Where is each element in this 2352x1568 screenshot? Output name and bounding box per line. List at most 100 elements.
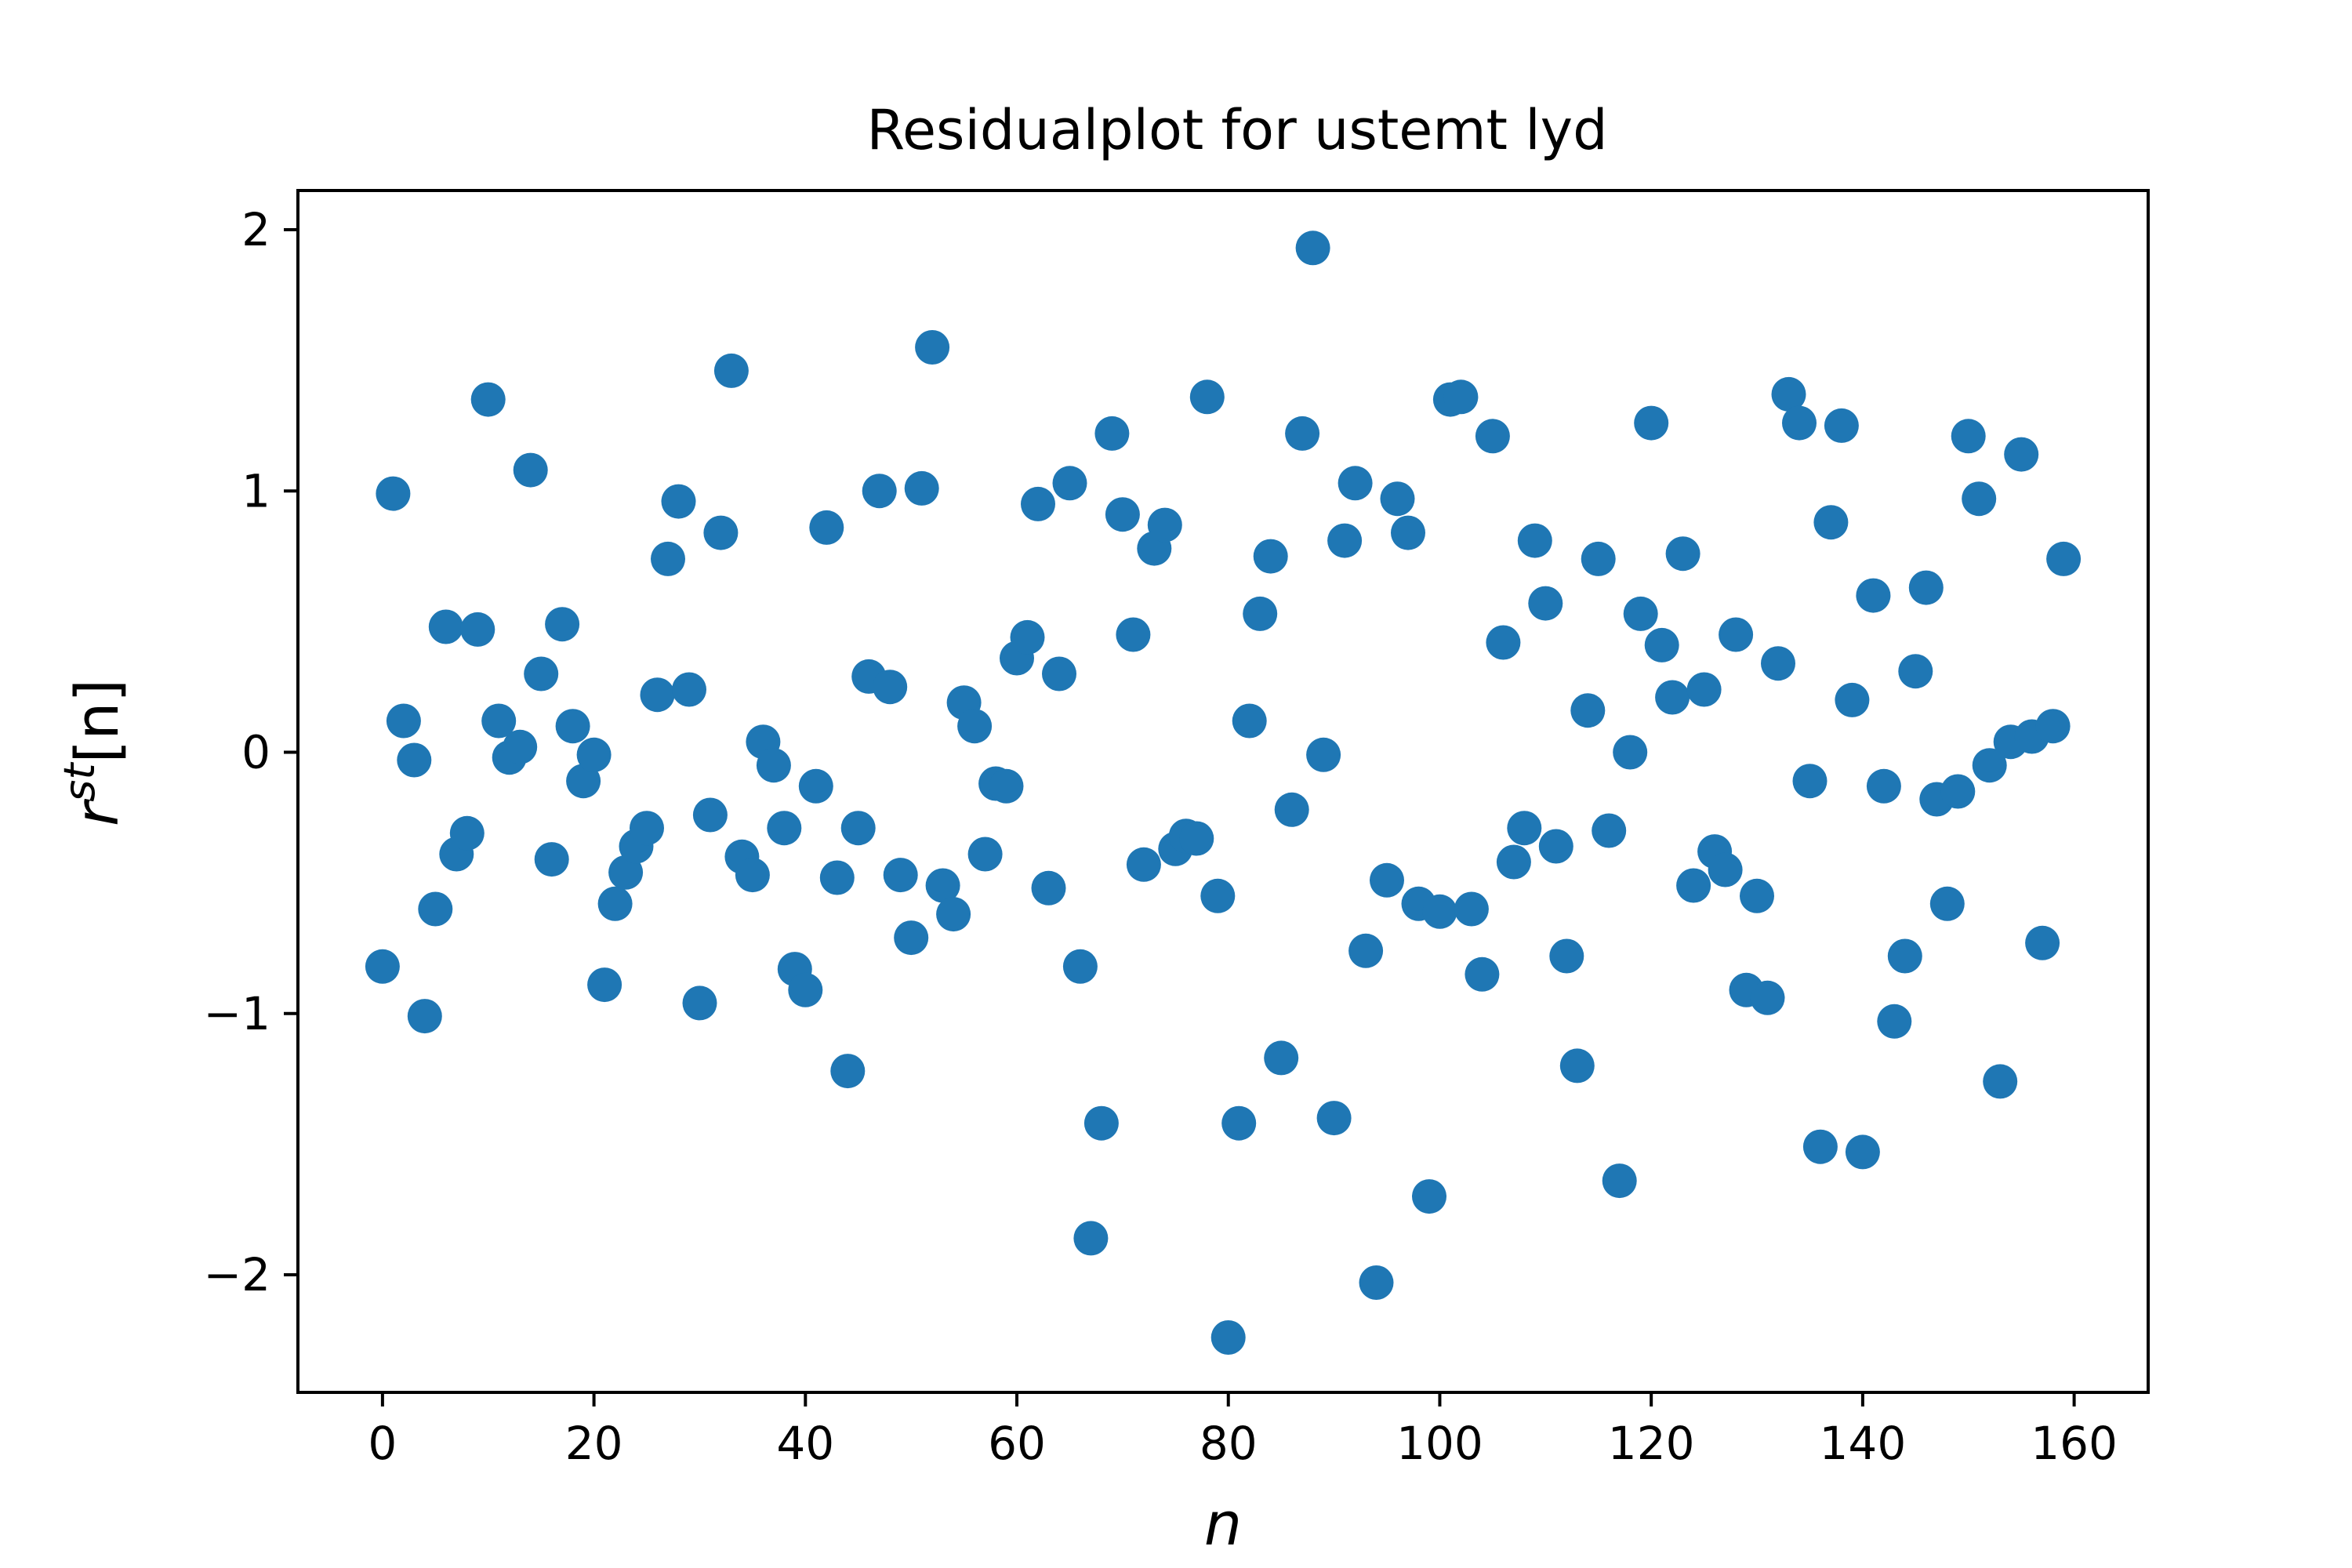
data-point xyxy=(1824,408,1859,443)
data-point xyxy=(1623,596,1658,631)
data-point xyxy=(1962,481,1997,517)
data-point xyxy=(534,842,569,877)
data-point xyxy=(1316,1101,1352,1136)
data-point xyxy=(1740,878,1774,913)
data-point xyxy=(640,677,675,713)
data-point xyxy=(1792,764,1828,799)
data-point xyxy=(1761,646,1795,681)
data-point xyxy=(1496,844,1531,880)
data-point xyxy=(428,609,463,644)
data-point xyxy=(1602,1163,1637,1199)
data-point xyxy=(1866,768,1901,804)
data-point xyxy=(1370,862,1404,898)
data-point xyxy=(1285,416,1320,451)
data-point xyxy=(1802,1129,1838,1164)
data-point xyxy=(1686,672,1722,707)
y-axis-label-superscript: st xyxy=(55,762,104,802)
data-point xyxy=(587,967,622,1003)
data-point xyxy=(1845,1134,1880,1170)
data-point xyxy=(1898,654,1933,689)
data-point xyxy=(1592,813,1627,848)
data-point xyxy=(376,476,411,511)
data-point xyxy=(1549,938,1584,974)
data-point xyxy=(925,868,960,903)
data-point xyxy=(1507,811,1542,846)
data-point xyxy=(692,797,728,833)
data-point xyxy=(1570,693,1606,728)
data-point xyxy=(1813,505,1849,540)
data-point xyxy=(1348,933,1384,968)
data-point xyxy=(1835,682,1870,717)
data-point xyxy=(449,815,485,851)
chart-title: Residualplot for ustemt lyd xyxy=(866,98,1607,162)
data-point xyxy=(830,1054,866,1089)
x-tick-label: 80 xyxy=(1200,1417,1258,1470)
data-point xyxy=(386,703,421,739)
data-point xyxy=(703,515,739,550)
y-tick-label: 1 xyxy=(241,464,270,517)
data-point xyxy=(1771,376,1806,412)
data-point xyxy=(1750,980,1785,1015)
x-tick-label: 100 xyxy=(1396,1417,1483,1470)
data-point xyxy=(1021,486,1055,521)
x-tick-label: 60 xyxy=(988,1417,1046,1470)
data-point xyxy=(809,510,844,545)
data-point xyxy=(904,470,939,506)
data-point xyxy=(1052,466,1087,501)
data-point xyxy=(1274,792,1309,827)
data-point xyxy=(397,742,432,778)
data-point xyxy=(470,382,506,417)
data-point xyxy=(1380,481,1415,517)
data-point xyxy=(1655,680,1690,715)
data-point xyxy=(1908,570,1944,605)
data-point xyxy=(1042,656,1076,691)
data-point xyxy=(883,858,918,893)
data-point xyxy=(1951,419,1986,454)
data-point xyxy=(2025,925,2060,960)
data-point xyxy=(989,768,1024,804)
data-point xyxy=(735,858,770,893)
data-point xyxy=(1940,774,1976,809)
data-point xyxy=(1327,523,1363,558)
data-point xyxy=(1338,466,1373,501)
data-point xyxy=(576,737,612,772)
data-point xyxy=(1295,230,1330,266)
data-point xyxy=(2035,709,2071,744)
y-axis-label-bracket: [n] xyxy=(62,679,132,763)
data-point xyxy=(1031,870,1066,906)
y-axis-label: rst[n] xyxy=(55,679,132,826)
data-point xyxy=(894,920,929,956)
data-point xyxy=(1359,1265,1394,1300)
data-point xyxy=(1200,878,1236,913)
data-point xyxy=(1486,625,1521,660)
data-point xyxy=(1443,379,1479,415)
data-point xyxy=(1422,894,1457,929)
data-point xyxy=(1465,956,1500,992)
data-point xyxy=(545,607,580,642)
data-point xyxy=(1528,586,1563,621)
data-point xyxy=(1083,1105,1119,1141)
data-point xyxy=(1306,737,1341,772)
data-point xyxy=(555,709,590,744)
data-point xyxy=(608,855,644,890)
data-point xyxy=(597,886,633,921)
data-point xyxy=(661,484,696,519)
data-point xyxy=(1147,507,1182,543)
y-axis: −2 −1 0 1 2 xyxy=(204,203,298,1301)
data-point xyxy=(524,656,559,691)
data-point xyxy=(967,837,1003,872)
data-point xyxy=(862,474,897,509)
data-point xyxy=(1116,617,1151,652)
data-point xyxy=(936,897,971,932)
data-point xyxy=(767,811,802,846)
data-point xyxy=(1581,541,1616,576)
data-point xyxy=(1887,938,1922,974)
x-axis: 0 20 40 60 80 100 120 140 160 xyxy=(368,1392,2118,1470)
data-point xyxy=(1559,1048,1595,1083)
data-point xyxy=(788,972,823,1007)
data-point xyxy=(1243,596,1278,631)
data-point xyxy=(1634,405,1669,441)
data-point xyxy=(1189,379,1225,415)
